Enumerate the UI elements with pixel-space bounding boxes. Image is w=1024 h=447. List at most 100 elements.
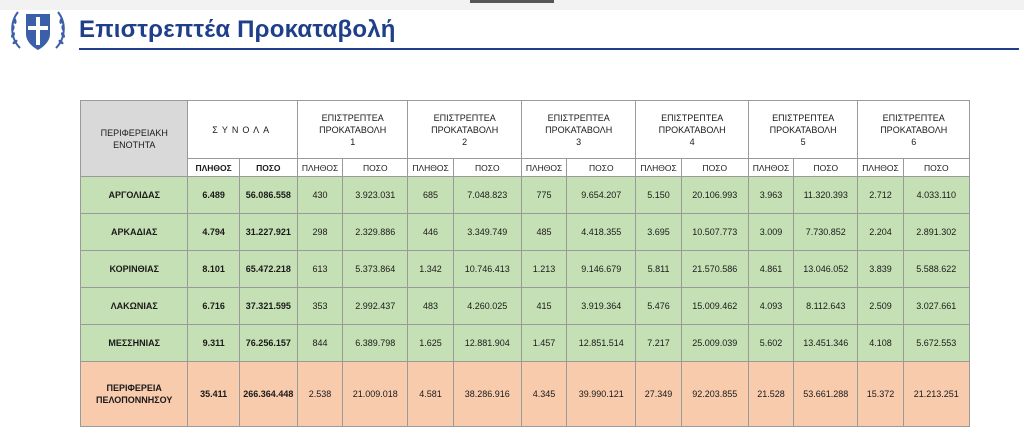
count-cell: 2.509	[857, 287, 904, 325]
count-cell: 844	[296, 324, 344, 362]
amount-cell: 38.286.916	[452, 361, 522, 427]
region-column-header: ΠΕΡΙΦΕΡΕΙΑΚΗ ΕΝΟΤΗΤΑ	[79, 100, 189, 177]
round-count-header: ΠΛΗΘΟΣ	[747, 158, 795, 177]
round-label: ΕΠΙΣΤΡΕΠΤΕΑ ΠΡΟΚΑΤΑΒΟΛΗ	[431, 112, 499, 135]
count-cell: 775	[520, 176, 568, 214]
region-name-cell: ΑΡΓΟΛΙΔΑΣ	[79, 176, 189, 214]
round-6-header: ΕΠΙΣΤΡΕΠΤΕΑ ΠΡΟΚΑΤΑΒΟΛΗ 6	[857, 100, 970, 159]
round-label: ΕΠΙΣΤΡΕΠΤΕΑ ΠΡΟΚΑΤΑΒΟΛΗ	[545, 112, 613, 135]
amount-cell: 13.046.052	[793, 250, 859, 288]
amount-cell: 2.992.437	[342, 287, 409, 325]
amount-cell: 3.027.661	[902, 287, 971, 325]
amount-cell: 13.451.346	[793, 324, 859, 362]
count-cell: 4.861	[747, 250, 795, 288]
round-5-header: ΕΠΙΣΤΡΕΠΤΕΑ ΠΡΟΚΑΤΑΒΟΛΗ 5	[747, 100, 859, 159]
count-cell: 5.476	[635, 287, 682, 325]
amount-cell: 2.329.886	[342, 213, 409, 251]
round-count-header: ΠΛΗΘΟΣ	[296, 158, 344, 177]
count-cell: 7.217	[635, 324, 682, 362]
count-cell: 2.538	[296, 361, 344, 427]
count-cell: 4.093	[747, 287, 795, 325]
round-number: 4	[689, 136, 695, 147]
amount-cell: 21.570.586	[680, 250, 749, 288]
round-number: 1	[350, 136, 356, 147]
amount-cell: 3.919.364	[566, 287, 637, 325]
amount-cell: 266.364.448	[238, 361, 298, 427]
count-cell: 6.716	[187, 287, 240, 325]
round-amount-header: ΠΟΣΟ	[902, 158, 971, 177]
round-amount-header: ΠΟΣΟ	[793, 158, 859, 177]
amount-cell: 21.009.018	[342, 361, 409, 427]
amount-cell: 53.661.288	[793, 361, 859, 427]
amount-cell: 9.146.679	[566, 250, 637, 288]
count-cell: 2.712	[857, 176, 904, 214]
amount-cell: 7.730.852	[793, 213, 859, 251]
count-cell: 298	[296, 213, 344, 251]
amount-cell: 7.048.823	[452, 176, 522, 214]
totals-count-header: ΠΛΗΘΟΣ	[187, 158, 240, 177]
round-number: 6	[911, 136, 917, 147]
round-amount-header: ΠΟΣΟ	[342, 158, 409, 177]
amount-cell: 21.213.251	[902, 361, 971, 427]
count-cell: 5.811	[635, 250, 682, 288]
amount-cell: 39.990.121	[566, 361, 637, 427]
count-cell: 5.150	[635, 176, 682, 214]
round-label: ΕΠΙΣΤΡΕΠΤΕΑ ΠΡΟΚΑΤΑΒΟΛΗ	[880, 112, 948, 135]
slide-title: Επιστρεπτέα Προκαταβολή	[79, 16, 396, 43]
table-row: ΛΑΚΩΝΙΑΣ 6.716 37.321.595 353 2.992.437 483 4.…	[79, 287, 971, 325]
region-name-cell: ΠΕΡΙΦΕΡΕΙΑ ΠΕΛΟΠΟΝΝΗΣΟΥ	[79, 361, 189, 427]
count-cell: 35.411	[187, 361, 240, 427]
totals-group-header: ΣΥΝΟΛΑ	[187, 100, 298, 159]
amount-cell: 12.851.514	[566, 324, 637, 362]
count-cell: 485	[520, 213, 568, 251]
count-cell: 613	[296, 250, 344, 288]
amount-cell: 12.881.904	[452, 324, 522, 362]
round-1-header: ΕΠΙΣΤΡΕΠΤΕΑ ΠΡΟΚΑΤΑΒΟΛΗ 1	[296, 100, 409, 159]
table-row: ΚΟΡΙΝΘΙΑΣ 8.101 65.472.218 613 5.373.864 1.34…	[79, 250, 971, 288]
amount-cell: 8.112.643	[793, 287, 859, 325]
count-cell: 3.009	[747, 213, 795, 251]
amount-cell: 76.256.157	[238, 324, 298, 362]
round-label: ΕΠΙΣΤΡΕΠΤΕΑ ΠΡΟΚΑΤΑΒΟΛΗ	[658, 112, 726, 135]
round-3-header: ΕΠΙΣΤΡΕΠΤΕΑ ΠΡΟΚΑΤΑΒΟΛΗ 3	[520, 100, 637, 159]
amount-cell: 4.260.025	[452, 287, 522, 325]
round-count-header: ΠΛΗΘΟΣ	[520, 158, 568, 177]
amount-cell: 6.389.798	[342, 324, 409, 362]
round-label: ΕΠΙΣΤΡΕΠΤΕΑ ΠΡΟΚΑΤΑΒΟΛΗ	[319, 112, 387, 135]
table-row: ΑΡΚΑΔΙΑΣ 4.794 31.227.921 298 2.329.886 446 3.…	[79, 213, 971, 251]
round-4-header: ΕΠΙΣΤΡΕΠΤΕΑ ΠΡΟΚΑΤΑΒΟΛΗ 4	[635, 100, 749, 159]
count-cell: 430	[296, 176, 344, 214]
amount-cell: 15.009.462	[680, 287, 749, 325]
amount-cell: 3.923.031	[342, 176, 409, 214]
amount-cell: 25.009.039	[680, 324, 749, 362]
count-cell: 685	[407, 176, 454, 214]
amount-cell: 11.320.393	[793, 176, 859, 214]
amount-cell: 92.203.855	[680, 361, 749, 427]
table-total-row: ΠΕΡΙΦΕΡΕΙΑ ΠΕΛΟΠΟΝΝΗΣΟΥ 35.411 266.364.448…	[79, 361, 971, 427]
count-cell: 8.101	[187, 250, 240, 288]
count-cell: 1.213	[520, 250, 568, 288]
count-cell: 6.489	[187, 176, 240, 214]
round-label: ΕΠΙΣΤΡΕΠΤΕΑ ΠΡΟΚΑΤΑΒΟΛΗ	[769, 112, 837, 135]
amount-cell: 2.891.302	[902, 213, 971, 251]
count-cell: 415	[520, 287, 568, 325]
amount-cell: 4.033.110	[902, 176, 971, 214]
refundable-advance-table: ΠΕΡΙΦΕΡΕΙΑΚΗ ΕΝΟΤΗΤΑ ΣΥΝΟΛΑ ΕΠΙΣΤΡΕΠΤΕΑ …	[79, 100, 971, 427]
count-cell: 1.457	[520, 324, 568, 362]
count-cell: 4.108	[857, 324, 904, 362]
round-amount-header: ΠΟΣΟ	[566, 158, 637, 177]
count-cell: 27.349	[635, 361, 682, 427]
round-amount-header: ΠΟΣΟ	[452, 158, 522, 177]
count-cell: 4.794	[187, 213, 240, 251]
round-2-header: ΕΠΙΣΤΡΕΠΤΕΑ ΠΡΟΚΑΤΑΒΟΛΗ 2	[407, 100, 522, 159]
count-cell: 4.345	[520, 361, 568, 427]
title-underline	[79, 48, 1019, 50]
table-row: ΑΡΓΟΛΙΔΑΣ 6.489 56.086.558 430 3.923.031 685 7…	[79, 176, 971, 214]
round-count-header: ΠΛΗΘΟΣ	[635, 158, 682, 177]
amount-cell: 9.654.207	[566, 176, 637, 214]
count-cell: 1.342	[407, 250, 454, 288]
amount-cell: 65.472.218	[238, 250, 298, 288]
top-bar	[0, 0, 1024, 10]
amount-cell: 31.227.921	[238, 213, 298, 251]
count-cell: 21.528	[747, 361, 795, 427]
